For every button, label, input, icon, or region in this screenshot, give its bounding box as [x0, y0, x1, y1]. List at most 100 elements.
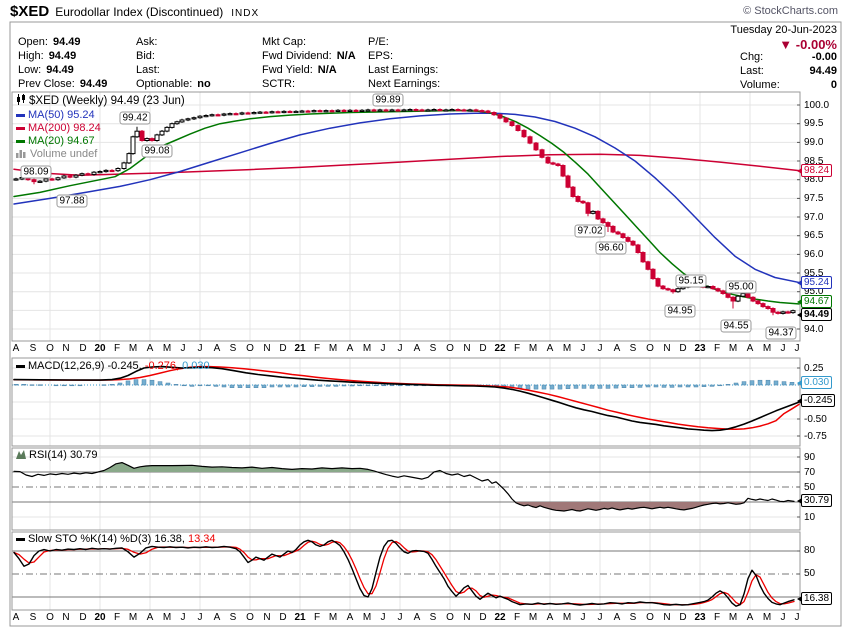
month-label: J — [197, 343, 203, 354]
month-label: 22 — [494, 612, 506, 623]
edge-value-box: 98.24 — [796, 164, 833, 177]
month-label: J — [780, 343, 786, 354]
quote-value: 94.49 — [79, 78, 108, 90]
axis-label: 97.5 — [804, 193, 824, 204]
quote-label: Open: — [18, 36, 48, 48]
price-annotation: 95.15 — [675, 274, 707, 288]
axis-label: 94.0 — [804, 324, 824, 335]
month-label: O — [246, 343, 254, 354]
edge-value-box: -0.245 — [796, 394, 836, 407]
axis-label: 50 — [804, 568, 816, 579]
month-label: A — [146, 612, 154, 623]
edge-value-box: 95.24 — [796, 276, 833, 289]
month-label: S — [229, 343, 237, 354]
month-label: J — [197, 612, 203, 623]
price-annotation: 97.02 — [574, 224, 606, 238]
quote-item: Fwd Yield: N/A — [262, 64, 337, 76]
month-label: M — [362, 612, 372, 623]
month-label: A — [413, 612, 421, 623]
macd-swatch — [16, 364, 25, 368]
month-label: N — [62, 612, 70, 623]
candlestick-icon — [16, 94, 26, 109]
sto-d-value: 13.34 — [188, 533, 216, 545]
quote-label: Fwd Yield: — [262, 64, 313, 76]
last-label: Last: — [740, 65, 764, 77]
quote-item: SCTR: — [262, 78, 295, 90]
axis-label: -0.50 — [804, 414, 827, 425]
month-label: M — [528, 612, 538, 623]
month-label: N — [263, 612, 271, 623]
axis-label: 70 — [804, 467, 816, 478]
last-value: 94.49 — [809, 65, 837, 77]
month-label: A — [546, 343, 554, 354]
month-label: D — [479, 343, 487, 354]
rsi-legend: RSI(14) 30.79 — [16, 449, 97, 463]
month-label: M — [728, 612, 738, 623]
axis-label: -0.75 — [804, 431, 827, 442]
month-label: A — [213, 612, 221, 623]
legend-ma50-row: MA(50) 95.24 — [16, 109, 185, 122]
legend-ma50: MA(50) 95.24 — [28, 109, 95, 121]
month-label: F — [313, 343, 321, 354]
month-label: D — [479, 612, 487, 623]
month-label: A — [146, 343, 154, 354]
month-label: A — [346, 343, 354, 354]
macd-legend: MACD(12,26,9) -0.245, -0.276, 0.030 — [16, 360, 210, 373]
macd-value: -0.245, — [107, 360, 142, 372]
month-label: 20 — [94, 343, 106, 354]
axis-label: 98.0 — [804, 174, 824, 185]
quote-label: Low: — [18, 64, 42, 76]
volume-bars-icon — [16, 149, 27, 162]
quote-item: Last Earnings: — [368, 64, 438, 76]
axis-label: 0.25 — [804, 363, 824, 374]
month-label: M — [328, 612, 338, 623]
month-label: D — [679, 612, 687, 623]
quote-value: no — [197, 78, 211, 90]
chg-row: Chg: -0.00 — [740, 51, 837, 63]
price-annotation: 94.95 — [664, 304, 696, 318]
volume-row: Volume: 0 — [740, 79, 837, 91]
month-label: J — [397, 343, 403, 354]
month-label: S — [629, 612, 637, 623]
axis-label: 80 — [804, 545, 816, 556]
volume-label: Volume: — [740, 79, 780, 91]
quote-label: Last Earnings: — [368, 64, 439, 76]
month-label: M — [762, 612, 772, 623]
month-label: M — [562, 343, 572, 354]
month-label: J — [597, 343, 603, 354]
legend-ma20: MA(20) 94.67 — [28, 135, 95, 147]
price-annotation: 97.88 — [56, 194, 88, 208]
month-label: S — [229, 612, 237, 623]
month-label: S — [429, 612, 437, 623]
quote-label: Next Earnings: — [368, 78, 441, 90]
axis-label: 100.0 — [804, 100, 830, 111]
axis-label: 10 — [804, 512, 816, 523]
month-label: M — [162, 612, 172, 623]
month-label: M — [328, 343, 338, 354]
axis-label: 50 — [804, 482, 816, 493]
quote-item: Prev Close: 94.49 — [18, 78, 107, 90]
volume-value: 0 — [830, 79, 837, 91]
month-label: N — [663, 612, 671, 623]
exchange-label: INDX — [231, 8, 260, 19]
month-label: M — [762, 343, 772, 354]
rsi-label: RSI(14) 30.79 — [29, 449, 98, 461]
month-label: J — [580, 612, 586, 623]
price-annotation: 99.42 — [119, 111, 151, 125]
axis-label: 97.0 — [804, 212, 824, 223]
quote-item: Optionable: no — [136, 78, 211, 90]
quote-label: SCTR: — [262, 78, 295, 90]
edge-value-box: 94.67 — [796, 295, 833, 308]
quote-date: Tuesday 20-Jun-2023 — [730, 24, 837, 36]
change-percent: ▼ -0.00% — [779, 37, 837, 52]
price-annotation: 98.09 — [20, 165, 52, 179]
price-annotation: 94.55 — [720, 319, 752, 333]
month-label: J — [180, 612, 186, 623]
month-label: M — [528, 343, 538, 354]
quote-label: High: — [18, 50, 44, 62]
month-label: D — [79, 612, 87, 623]
macd-hist-value: 0.030 — [182, 360, 210, 372]
quote-item: EPS: — [368, 50, 393, 62]
legend-ma20-row: MA(20) 94.67 — [16, 135, 185, 148]
month-label: J — [794, 343, 800, 354]
